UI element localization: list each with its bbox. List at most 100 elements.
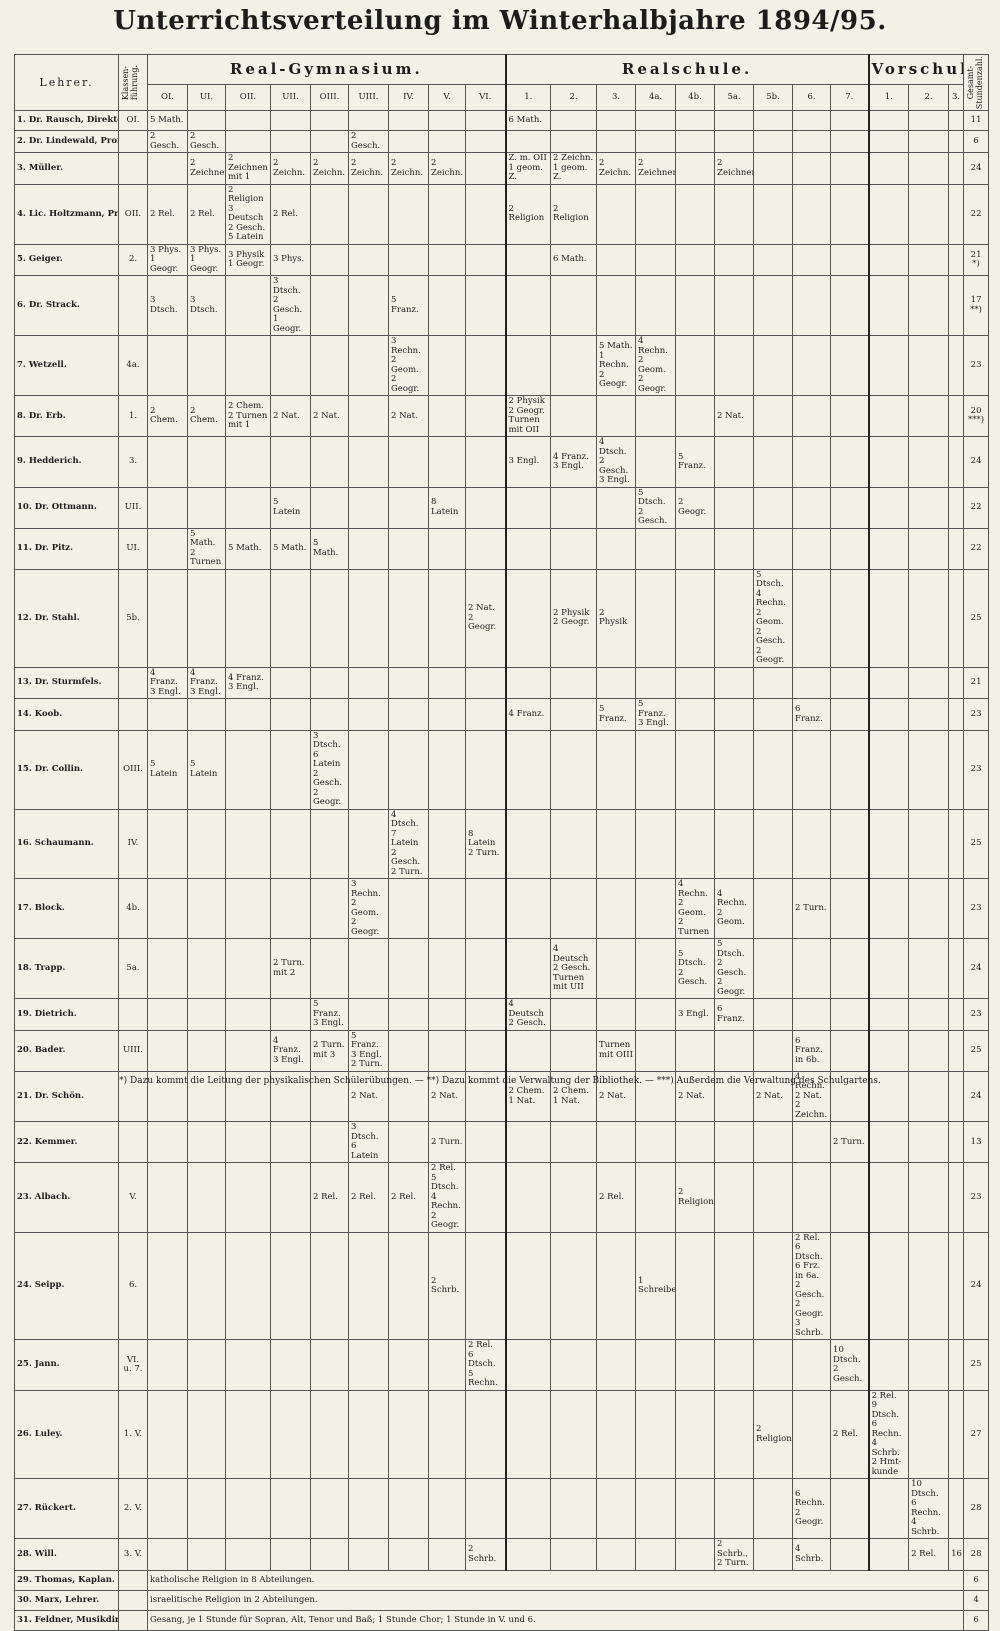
lesson-cell: [464, 110, 507, 132]
lesson-cell: 6 Math.: [550, 243, 598, 277]
lesson-cell: [596, 878, 637, 940]
lesson-cell: [908, 243, 950, 277]
lesson-cell: [596, 1339, 637, 1391]
lesson-cell: [868, 183, 910, 245]
teacher-name: 13. Dr. Sturmfels.: [14, 666, 119, 700]
class-cell: 1.: [118, 395, 148, 438]
lesson-cell: [792, 938, 832, 1000]
lesson-cell: [675, 152, 716, 185]
lesson-cell: [635, 878, 677, 940]
lesson-cell: [830, 666, 870, 700]
lesson-cell: [388, 938, 429, 1000]
lesson-cell: [187, 335, 226, 397]
lesson-cell: [635, 1389, 677, 1480]
lesson-cell: [388, 1121, 429, 1164]
lesson-cell: [675, 666, 716, 700]
lesson-cell: [388, 486, 429, 529]
lesson-cell: [428, 698, 466, 731]
class-header: Klassen- führung.: [118, 53, 148, 112]
column-header: OIII.: [310, 84, 349, 112]
lesson-cell: [225, 1538, 271, 1571]
lesson-cell: 2 Rel. 9 Dtsch. 6 Rechn. 4 Schrb. 2 Hmt-…: [868, 1389, 910, 1480]
lesson-cell: 2 Turn.: [428, 1121, 466, 1164]
lesson-cell: [753, 1121, 794, 1164]
lesson-cell: 2 Rel.: [310, 1162, 349, 1233]
lesson-cell: 5 Dtsch. 2 Gesch.: [635, 486, 677, 529]
lesson-cell: [948, 1029, 965, 1072]
teacher-name: 12. Dr. Stahl.: [14, 568, 119, 668]
lesson-cell: [310, 275, 349, 337]
lesson-cell: [635, 729, 677, 810]
teacher-name: 10. Dr. Ottmann.: [14, 486, 119, 529]
lesson-cell: [675, 568, 716, 668]
lesson-cell: [753, 1478, 794, 1540]
lesson-cell: 2 Gesch.: [348, 130, 389, 154]
lesson-cell: [596, 666, 637, 700]
lesson-cell: [596, 1389, 637, 1480]
lesson-cell: 2 Physik 2 Geogr. Turnen mit OII: [505, 395, 552, 438]
column-header-row: OI. UI. OII. UII. OIII. UIII. IV. V. VI. 1. 2. 3. 4a…: [15, 84, 989, 112]
header-row: Lehrer. Klassen- führung. Real-Gymnasium. R…: [14, 53, 990, 112]
lesson-cell: [868, 1231, 910, 1341]
lesson-cell: [310, 1389, 349, 1480]
lesson-cell: [464, 395, 507, 438]
lesson-cell: [270, 1231, 311, 1341]
lesson-cell: [187, 808, 226, 880]
teacher-name: 22. Kemmer.: [14, 1121, 119, 1164]
lesson-cell: [550, 1162, 598, 1233]
lesson-cell: [147, 1162, 188, 1233]
lesson-cell: [147, 1121, 188, 1164]
teacher-row: 14. Koob. 4 Franz. 5 Franz. 5 Franz. 3 Engl…: [14, 698, 990, 731]
teacher-row: 23. Albach. V. 2 Rel. 2 Rel. 2 Rel. 2 Rel. 5 …: [14, 1162, 990, 1233]
lesson-cell: [225, 878, 271, 940]
class-cell: V.: [118, 1162, 148, 1233]
teacher-name: 15. Dr. Collin.: [14, 729, 119, 810]
lesson-cell: 6 Franz.: [714, 998, 755, 1031]
teacher-row: 19. Dietrich. 5 Franz. 3 Engl. 4 Deutsch 2…: [14, 998, 990, 1031]
lesson-cell: 3 Dtsch. 2 Gesch. 1 Geogr.: [270, 275, 311, 337]
class-cell: [118, 130, 148, 154]
lesson-cell: [830, 486, 870, 529]
lesson-cell: [948, 130, 965, 154]
lesson-cell: [868, 110, 910, 132]
lesson-cell: [187, 878, 226, 940]
lesson-cell: [596, 243, 637, 277]
lesson-cell: [147, 527, 188, 570]
lesson-cell: [868, 998, 910, 1031]
lesson-cell: [792, 1121, 832, 1164]
total-cell: 6: [963, 1609, 990, 1631]
total-cell: 22: [963, 183, 990, 245]
lesson-cell: [550, 698, 598, 731]
teacher-name: 16. Schaumann.: [14, 808, 119, 880]
lesson-cell: [908, 183, 950, 245]
lesson-cell: [948, 152, 965, 185]
lesson-cell: 1 Schreiben: [635, 1231, 677, 1341]
teacher-row: 25. Jann. VI. u. 7. 2 Rel. 6 Dtsch. 5 Rech…: [14, 1339, 990, 1391]
lesson-cell: [187, 1029, 226, 1072]
lesson-cell: [714, 729, 755, 810]
lesson-cell: 3 Physik 1 Geogr.: [225, 243, 271, 277]
lesson-cell: [388, 183, 429, 245]
lesson-cell: [714, 1162, 755, 1233]
lesson-cell: 4 Franz.: [505, 698, 552, 731]
lesson-cell: [428, 395, 466, 438]
lesson-cell: [187, 1478, 226, 1540]
lesson-cell: [635, 998, 677, 1031]
lesson-cell: [868, 395, 910, 438]
lesson-cell: [428, 110, 466, 132]
lesson-cell: [908, 527, 950, 570]
lesson-cell: [675, 335, 716, 397]
total-cell: 25: [963, 1339, 990, 1391]
lesson-cell: 2 Zeichn.: [310, 152, 349, 185]
class-cell: [118, 1121, 148, 1164]
column-header: OII.: [225, 84, 271, 112]
lesson-cell: [753, 1231, 794, 1341]
lesson-cell: [388, 998, 429, 1031]
lesson-cell: [635, 527, 677, 570]
teacher-name: 5. Geiger.: [14, 243, 119, 277]
teacher-name: 2. Dr. Lindewald, Prof.: [14, 130, 119, 154]
teacher-name: 30. Marx, Lehrer.: [14, 1589, 119, 1611]
lesson-cell: [147, 938, 188, 1000]
lesson-cell: 4 Schrb.: [792, 1538, 832, 1571]
lesson-cell: [675, 729, 716, 810]
